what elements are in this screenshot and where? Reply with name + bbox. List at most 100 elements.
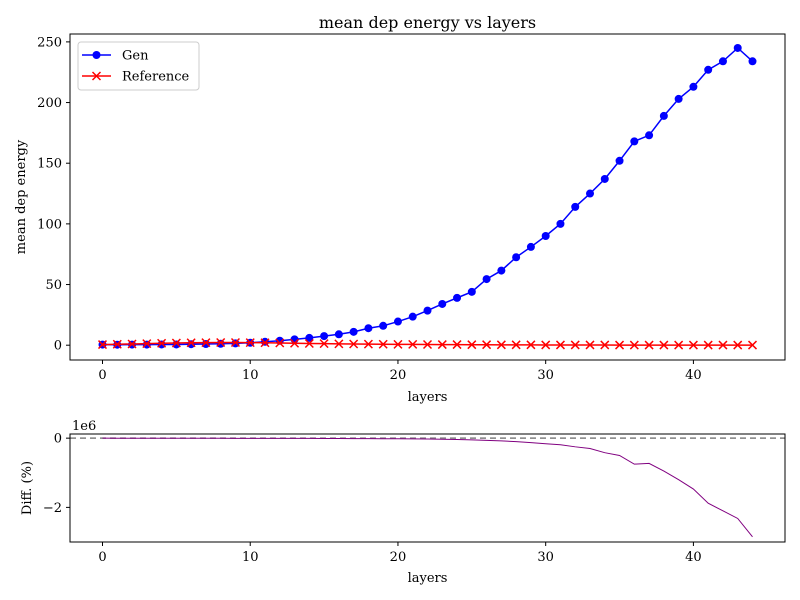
series-gen-point bbox=[512, 253, 521, 262]
legend-reference-label: Reference bbox=[122, 70, 190, 85]
bottom-plot-frame bbox=[69, 433, 786, 543]
series-reference-point bbox=[718, 340, 728, 350]
x-tick-label: 20 bbox=[390, 368, 407, 383]
series-gen-point bbox=[674, 94, 683, 103]
series-gen-point bbox=[586, 189, 594, 198]
top-x-axis-label: layers bbox=[408, 390, 448, 405]
series-gen-point bbox=[689, 82, 698, 91]
series-reference-point bbox=[629, 340, 639, 350]
top-plot-frame bbox=[69, 33, 786, 361]
x-tick-label: 30 bbox=[537, 368, 554, 383]
series-reference-point bbox=[747, 340, 758, 350]
series-gen-point bbox=[201, 339, 210, 348]
top-y-axis-label: mean dep energy bbox=[14, 139, 29, 254]
bottom-x-axis-label: layers bbox=[408, 571, 448, 586]
legend-gen-marker bbox=[92, 51, 101, 59]
series-reference-point bbox=[290, 338, 300, 348]
series-gen-point bbox=[423, 306, 432, 315]
series-gen-point bbox=[349, 327, 358, 336]
legend-gen-label: Gen bbox=[122, 49, 149, 64]
series-reference-point bbox=[422, 339, 433, 350]
series-gen-point bbox=[467, 287, 476, 296]
series-reference-point bbox=[541, 340, 551, 350]
top-axis-ticks: 0 10 20 30 40 0 50 100 150 200 250 bbox=[37, 35, 702, 383]
series-reference-point bbox=[275, 338, 285, 348]
series-gen-point bbox=[615, 156, 624, 165]
top-plot: mean dep energy vs layers 0 10 20 30 40 0 50 10… bbox=[14, 13, 786, 405]
x-tick-label: 20 bbox=[390, 550, 407, 565]
series-gen-point bbox=[482, 275, 491, 284]
series-reference-point bbox=[496, 340, 506, 350]
series-reference-point bbox=[216, 337, 226, 348]
series-gen-point bbox=[290, 335, 299, 344]
series-gen-point bbox=[305, 333, 314, 342]
series-gen-point bbox=[453, 293, 462, 302]
series-gen-point bbox=[630, 137, 639, 146]
series-gen-point bbox=[718, 57, 727, 66]
series-gen-point bbox=[379, 321, 388, 330]
series-gen-point bbox=[320, 332, 329, 341]
series-reference-point bbox=[644, 340, 654, 350]
x-tick-label: 10 bbox=[242, 550, 259, 565]
series-reference-point bbox=[112, 339, 122, 349]
series-gen-point bbox=[600, 174, 609, 183]
series-reference-point bbox=[319, 339, 329, 349]
chart-title: mean dep energy vs layers bbox=[319, 13, 536, 32]
series-reference-point bbox=[97, 340, 108, 350]
y-tick-label: −2 bbox=[43, 501, 62, 516]
y-tick-label: 0 bbox=[54, 432, 62, 447]
series-reference-point bbox=[703, 340, 713, 350]
x-tick-label: 0 bbox=[98, 550, 106, 565]
series-gen-point bbox=[659, 111, 668, 120]
series-reference-point bbox=[570, 340, 580, 350]
series-reference-point bbox=[260, 338, 270, 348]
series-reference-point bbox=[230, 337, 240, 348]
series-reference-point bbox=[127, 339, 137, 349]
x-tick-label: 40 bbox=[685, 368, 702, 383]
series-gen-point bbox=[408, 312, 417, 321]
series-reference-point bbox=[171, 338, 181, 348]
x-tick-label: 0 bbox=[98, 368, 106, 383]
series-gen-point bbox=[334, 330, 343, 339]
series-reference-point bbox=[304, 338, 314, 349]
series-gen-point bbox=[704, 65, 713, 74]
series-reference-point bbox=[408, 339, 418, 349]
series-gen-point bbox=[364, 324, 373, 333]
y-tick-label: 100 bbox=[37, 217, 62, 232]
series-reference-point bbox=[349, 339, 359, 349]
legend-box bbox=[77, 41, 200, 91]
series-gen-point bbox=[497, 266, 506, 275]
series-reference-point bbox=[482, 340, 492, 350]
legend: Gen Reference bbox=[77, 41, 200, 91]
series-reference-point bbox=[452, 340, 462, 350]
series-gen-point bbox=[438, 299, 447, 308]
series-gen-point bbox=[157, 340, 166, 349]
top-series-layer bbox=[97, 43, 758, 350]
series-reference-point bbox=[186, 338, 196, 348]
series-reference-point bbox=[688, 340, 698, 350]
series-gen-point bbox=[571, 202, 580, 211]
series-gen-point bbox=[216, 339, 225, 348]
series-gen-point bbox=[172, 340, 181, 349]
series-reference-point bbox=[555, 340, 565, 350]
series-reference-point bbox=[511, 340, 521, 350]
series-gen-point bbox=[187, 340, 196, 349]
series-diff-line bbox=[102, 437, 753, 538]
series-gen-point bbox=[526, 242, 535, 251]
series-reference-point bbox=[363, 339, 373, 349]
series-gen-point bbox=[541, 232, 550, 241]
series-reference-point bbox=[659, 340, 669, 350]
series-reference-point bbox=[245, 338, 255, 348]
series-reference-point bbox=[334, 339, 344, 349]
bottom-axis-ticks: 0 10 20 30 40 0 −2 bbox=[43, 432, 702, 565]
x-tick-label: 30 bbox=[537, 550, 554, 565]
y-tick-label: 150 bbox=[37, 157, 62, 172]
bottom-plot: 1e6 0 10 20 30 40 0 −2 layers Diff. (%) bbox=[20, 419, 786, 586]
series-gen-point bbox=[645, 131, 654, 140]
x-tick-label: 10 bbox=[242, 368, 259, 383]
series-reference-point bbox=[526, 340, 536, 350]
series-gen-point bbox=[556, 219, 565, 228]
series-gen-point bbox=[733, 43, 742, 52]
y-tick-label: 50 bbox=[45, 278, 62, 293]
